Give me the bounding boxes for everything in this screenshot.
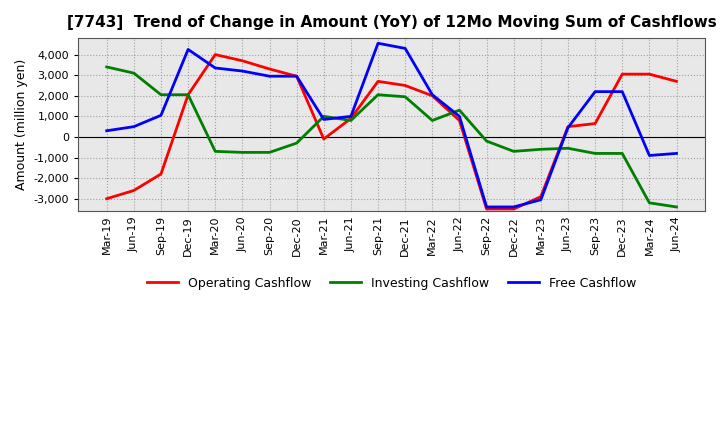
Investing Cashflow — [211, 149, 220, 154]
Operating Cashflow — [157, 171, 166, 176]
Legend: Operating Cashflow, Investing Cashflow, Free Cashflow: Operating Cashflow, Investing Cashflow, … — [142, 272, 642, 295]
Investing Cashflow — [184, 92, 192, 97]
Investing Cashflow — [591, 151, 600, 156]
Free Cashflow — [346, 114, 355, 119]
Investing Cashflow — [374, 92, 382, 97]
Free Cashflow — [482, 204, 491, 209]
Operating Cashflow — [564, 124, 572, 129]
Operating Cashflow — [102, 196, 111, 202]
Operating Cashflow — [374, 79, 382, 84]
Operating Cashflow — [238, 58, 247, 63]
Free Cashflow — [428, 92, 436, 97]
Investing Cashflow — [482, 139, 491, 144]
Investing Cashflow — [401, 94, 410, 99]
Free Cashflow — [238, 68, 247, 73]
Free Cashflow — [564, 125, 572, 130]
Operating Cashflow — [401, 83, 410, 88]
Operating Cashflow — [509, 206, 518, 212]
Free Cashflow — [211, 65, 220, 70]
Operating Cashflow — [428, 93, 436, 99]
Investing Cashflow — [130, 70, 138, 76]
Free Cashflow — [292, 73, 301, 79]
Line: Operating Cashflow: Operating Cashflow — [107, 55, 677, 209]
Investing Cashflow — [102, 64, 111, 70]
Investing Cashflow — [157, 92, 166, 97]
Investing Cashflow — [564, 146, 572, 151]
Free Cashflow — [672, 151, 681, 156]
Operating Cashflow — [211, 52, 220, 57]
Operating Cashflow — [130, 188, 138, 193]
Investing Cashflow — [645, 200, 654, 205]
Free Cashflow — [645, 153, 654, 158]
Free Cashflow — [320, 117, 328, 122]
Operating Cashflow — [320, 136, 328, 142]
Free Cashflow — [401, 46, 410, 51]
Line: Free Cashflow: Free Cashflow — [107, 43, 677, 207]
Operating Cashflow — [536, 194, 545, 199]
Free Cashflow — [591, 89, 600, 94]
Investing Cashflow — [455, 107, 464, 113]
Operating Cashflow — [292, 73, 301, 79]
Title: [7743]  Trend of Change in Amount (YoY) of 12Mo Moving Sum of Cashflows: [7743] Trend of Change in Amount (YoY) o… — [67, 15, 716, 30]
Free Cashflow — [374, 40, 382, 46]
Free Cashflow — [130, 124, 138, 129]
Investing Cashflow — [265, 150, 274, 155]
Free Cashflow — [102, 128, 111, 133]
Operating Cashflow — [645, 72, 654, 77]
Free Cashflow — [184, 47, 192, 52]
Free Cashflow — [455, 114, 464, 119]
Operating Cashflow — [265, 66, 274, 72]
Operating Cashflow — [346, 116, 355, 121]
Operating Cashflow — [591, 121, 600, 126]
Free Cashflow — [157, 113, 166, 118]
Investing Cashflow — [428, 118, 436, 123]
Operating Cashflow — [184, 92, 192, 97]
Operating Cashflow — [672, 79, 681, 84]
Investing Cashflow — [238, 150, 247, 155]
Investing Cashflow — [536, 147, 545, 152]
Line: Investing Cashflow: Investing Cashflow — [107, 67, 677, 207]
Operating Cashflow — [482, 206, 491, 212]
Investing Cashflow — [618, 151, 626, 156]
Free Cashflow — [265, 73, 274, 79]
Free Cashflow — [509, 204, 518, 209]
Investing Cashflow — [509, 149, 518, 154]
Investing Cashflow — [292, 140, 301, 146]
Y-axis label: Amount (million yen): Amount (million yen) — [15, 59, 28, 190]
Investing Cashflow — [320, 114, 328, 119]
Free Cashflow — [536, 197, 545, 202]
Free Cashflow — [618, 89, 626, 94]
Operating Cashflow — [455, 118, 464, 123]
Investing Cashflow — [672, 204, 681, 209]
Operating Cashflow — [618, 72, 626, 77]
Investing Cashflow — [346, 118, 355, 123]
